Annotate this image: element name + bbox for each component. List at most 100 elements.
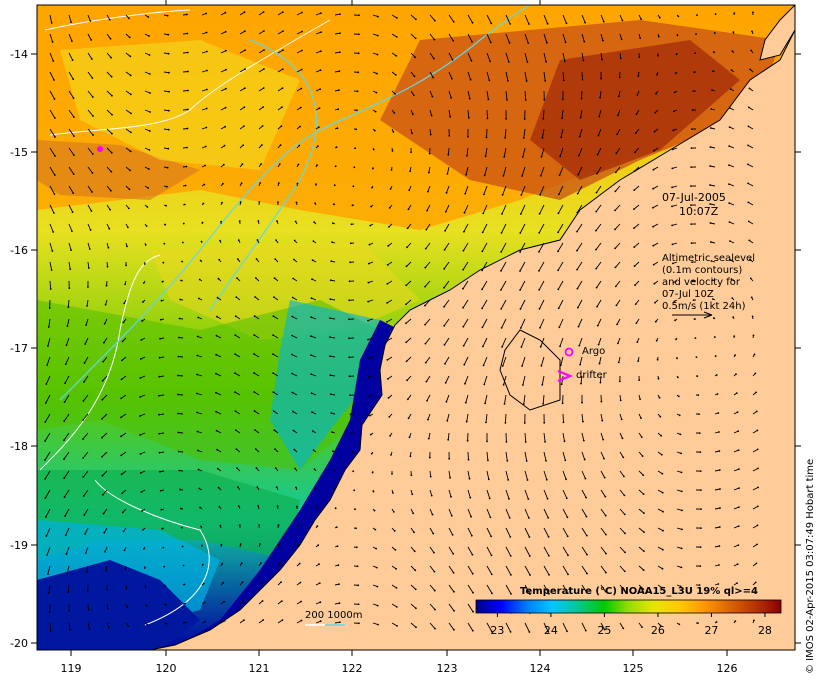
velocity-arrow-head [680, 490, 683, 493]
velocity-arrow [543, 14, 549, 24]
velocity-arrow-head [201, 544, 203, 547]
velocity-arrow [106, 128, 113, 135]
velocity-arrow-head [388, 207, 391, 209]
credit-text: © IMOS 02-Apr-2015 03:07:49 Hobart time [805, 458, 816, 674]
velocity-arrow-head [452, 571, 455, 574]
velocity-arrow [49, 14, 53, 24]
velocity-arrow-head [718, 469, 721, 471]
velocity-arrow-head [699, 470, 702, 472]
velocity-arrow-head [443, 248, 446, 251]
velocity-arrow-head [46, 554, 48, 556]
velocity-arrow-head [540, 364, 543, 367]
velocity-arrow-head [167, 128, 170, 131]
velocity-arrow-head [690, 242, 693, 245]
velocity-arrow-head [482, 212, 485, 215]
velocity-arrow-head [462, 268, 464, 271]
velocity-arrow-head [164, 584, 167, 587]
velocity-arrow-head [709, 184, 711, 186]
velocity-arrow-head [447, 153, 450, 156]
velocity-arrow-head [427, 437, 430, 440]
velocity-arrow-head [241, 581, 244, 584]
velocity-arrow [125, 90, 132, 95]
velocity-arrow-head [444, 229, 446, 232]
velocity-arrow-head [301, 30, 303, 33]
velocity-arrow-head [234, 410, 237, 413]
velocity-arrow [391, 622, 398, 627]
velocity-arrow-head [281, 68, 284, 70]
velocity-arrow-head [734, 620, 737, 622]
velocity-arrow-head [410, 474, 413, 477]
velocity-arrow [557, 223, 564, 233]
velocity-arrow-head [349, 261, 351, 264]
velocity-arrow [581, 413, 584, 422]
velocity-arrow-head [449, 476, 451, 479]
velocity-arrow-head [661, 567, 664, 570]
velocity-arrow [464, 204, 469, 213]
velocity-arrow-head [731, 297, 734, 299]
velocity-arrow-head [316, 525, 319, 528]
velocity-arrow [616, 128, 621, 135]
velocity-arrow-head [197, 449, 199, 452]
velocity-arrow-head [605, 533, 607, 536]
sealevel-contour-2 [49, 19, 331, 136]
velocity-arrow-head [387, 245, 390, 247]
lat-tick-label: -15 [10, 146, 28, 159]
velocity-arrow-head [622, 456, 625, 459]
velocity-arrow [102, 375, 108, 382]
velocity-arrow-head [433, 551, 435, 554]
velocity-arrow-head [72, 97, 75, 99]
velocity-arrow [101, 451, 108, 458]
velocity-arrow-head [368, 243, 371, 246]
velocity-arrow [273, 391, 279, 396]
velocity-arrow-head [718, 564, 720, 566]
velocity-arrow [619, 527, 626, 534]
velocity-arrow-head [658, 396, 661, 399]
velocity-arrow [657, 508, 664, 513]
velocity-arrow [614, 204, 621, 211]
velocity-arrow-head [671, 167, 674, 170]
velocity-arrow-head [690, 185, 692, 188]
velocity-arrow-head [123, 302, 126, 305]
velocity-arrow [63, 451, 70, 460]
velocity-arrow-head [430, 494, 433, 497]
velocity-arrow [600, 565, 607, 573]
velocity-arrow-head [237, 505, 240, 508]
velocity-arrow-head [294, 467, 296, 470]
velocity-arrow-head [319, 601, 322, 604]
velocity-arrow-head [407, 208, 410, 211]
velocity-arrow-head [64, 363, 67, 365]
velocity-arrow-head [539, 174, 542, 177]
velocity-arrow [652, 185, 659, 190]
velocity-arrow [638, 546, 645, 552]
velocity-arrow-head [429, 475, 432, 478]
velocity-arrow-head [734, 354, 736, 356]
velocity-arrow-head [83, 381, 85, 383]
velocity-arrow-head [204, 145, 207, 148]
velocity-arrow-head [427, 171, 430, 174]
velocity-arrow-head [428, 456, 431, 459]
velocity-arrow [448, 527, 453, 536]
velocity-arrow-head [584, 629, 587, 632]
velocity-arrow-head [71, 211, 74, 214]
velocity-arrow-head [254, 277, 257, 279]
velocity-arrow-head [634, 151, 636, 154]
velocity-arrow [101, 394, 108, 401]
velocity-arrow-head [236, 277, 239, 280]
velocity-arrow-head [696, 14, 698, 16]
velocity-arrow-head [566, 630, 568, 633]
velocity-arrow-head [584, 21, 586, 24]
velocity-arrow-head [658, 16, 661, 19]
velocity-arrow [87, 33, 92, 41]
velocity-arrow [638, 584, 644, 590]
velocity-arrow [560, 128, 564, 138]
velocity-arrow [633, 204, 640, 210]
velocity-arrow-head [396, 17, 398, 19]
velocity-arrow [467, 33, 473, 42]
velocity-arrow [296, 12, 303, 16]
velocity-arrow [45, 394, 51, 404]
velocity-arrow-head [728, 145, 731, 148]
velocity-arrow-head [585, 496, 587, 499]
velocity-arrow-head [715, 374, 718, 376]
velocity-arrow [467, 14, 473, 23]
velocity-arrow-head [254, 448, 257, 450]
